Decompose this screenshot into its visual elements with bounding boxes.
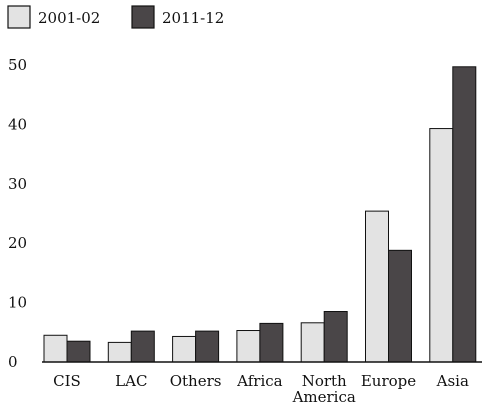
bar-north-america-2011-12	[323, 311, 348, 363]
bar-europe-2011-12	[388, 249, 412, 363]
bar-cis-2001-02	[43, 334, 68, 363]
bar-africa-2001-02	[236, 330, 261, 363]
bar-lac-2001-02	[107, 341, 132, 363]
legend-label-2011-12: 2011-12	[162, 9, 224, 27]
bar-north-america-2001-02	[300, 322, 325, 363]
legend-label-2001-02: 2001-02	[38, 9, 100, 27]
x-tick-label-asia: Asia	[436, 372, 469, 390]
y-axis-ticks: 0 10 20 30 40 50	[8, 56, 27, 371]
bars	[43, 66, 477, 363]
bar-lac-2011-12	[130, 330, 155, 363]
y-tick-label-20: 20	[8, 234, 27, 252]
bar-cis-2011-12	[66, 340, 91, 363]
legend-swatch-2011-12	[131, 5, 155, 29]
x-tick-label-europe: Europe	[361, 372, 416, 390]
bar-others-2001-02	[172, 335, 197, 363]
bar-asia-2011-12	[452, 66, 477, 363]
x-tick-label-north-america: North America	[292, 372, 356, 406]
x-tick-label-africa: Africa	[236, 372, 282, 390]
bar-europe-2001-02	[365, 210, 389, 363]
legend: 2001-02 2011-12	[7, 5, 224, 29]
bar-others-2011-12	[195, 330, 220, 363]
legend-swatch-2001-02	[7, 5, 31, 29]
bar-asia-2001-02	[429, 128, 454, 363]
x-tick-label-others: Others	[170, 372, 222, 390]
x-tick-label-lac: LAC	[115, 372, 147, 390]
x-axis-labels: CIS LAC Others Africa North America Europe Asia	[53, 372, 469, 406]
x-tick-label-cis: CIS	[53, 372, 81, 390]
y-tick-label-10: 10	[8, 294, 27, 312]
y-tick-label-40: 40	[8, 115, 27, 133]
y-tick-label-0: 0	[8, 353, 18, 371]
y-tick-label-50: 50	[8, 56, 27, 74]
y-tick-label-30: 30	[8, 175, 27, 193]
bar-africa-2011-12	[259, 322, 284, 363]
